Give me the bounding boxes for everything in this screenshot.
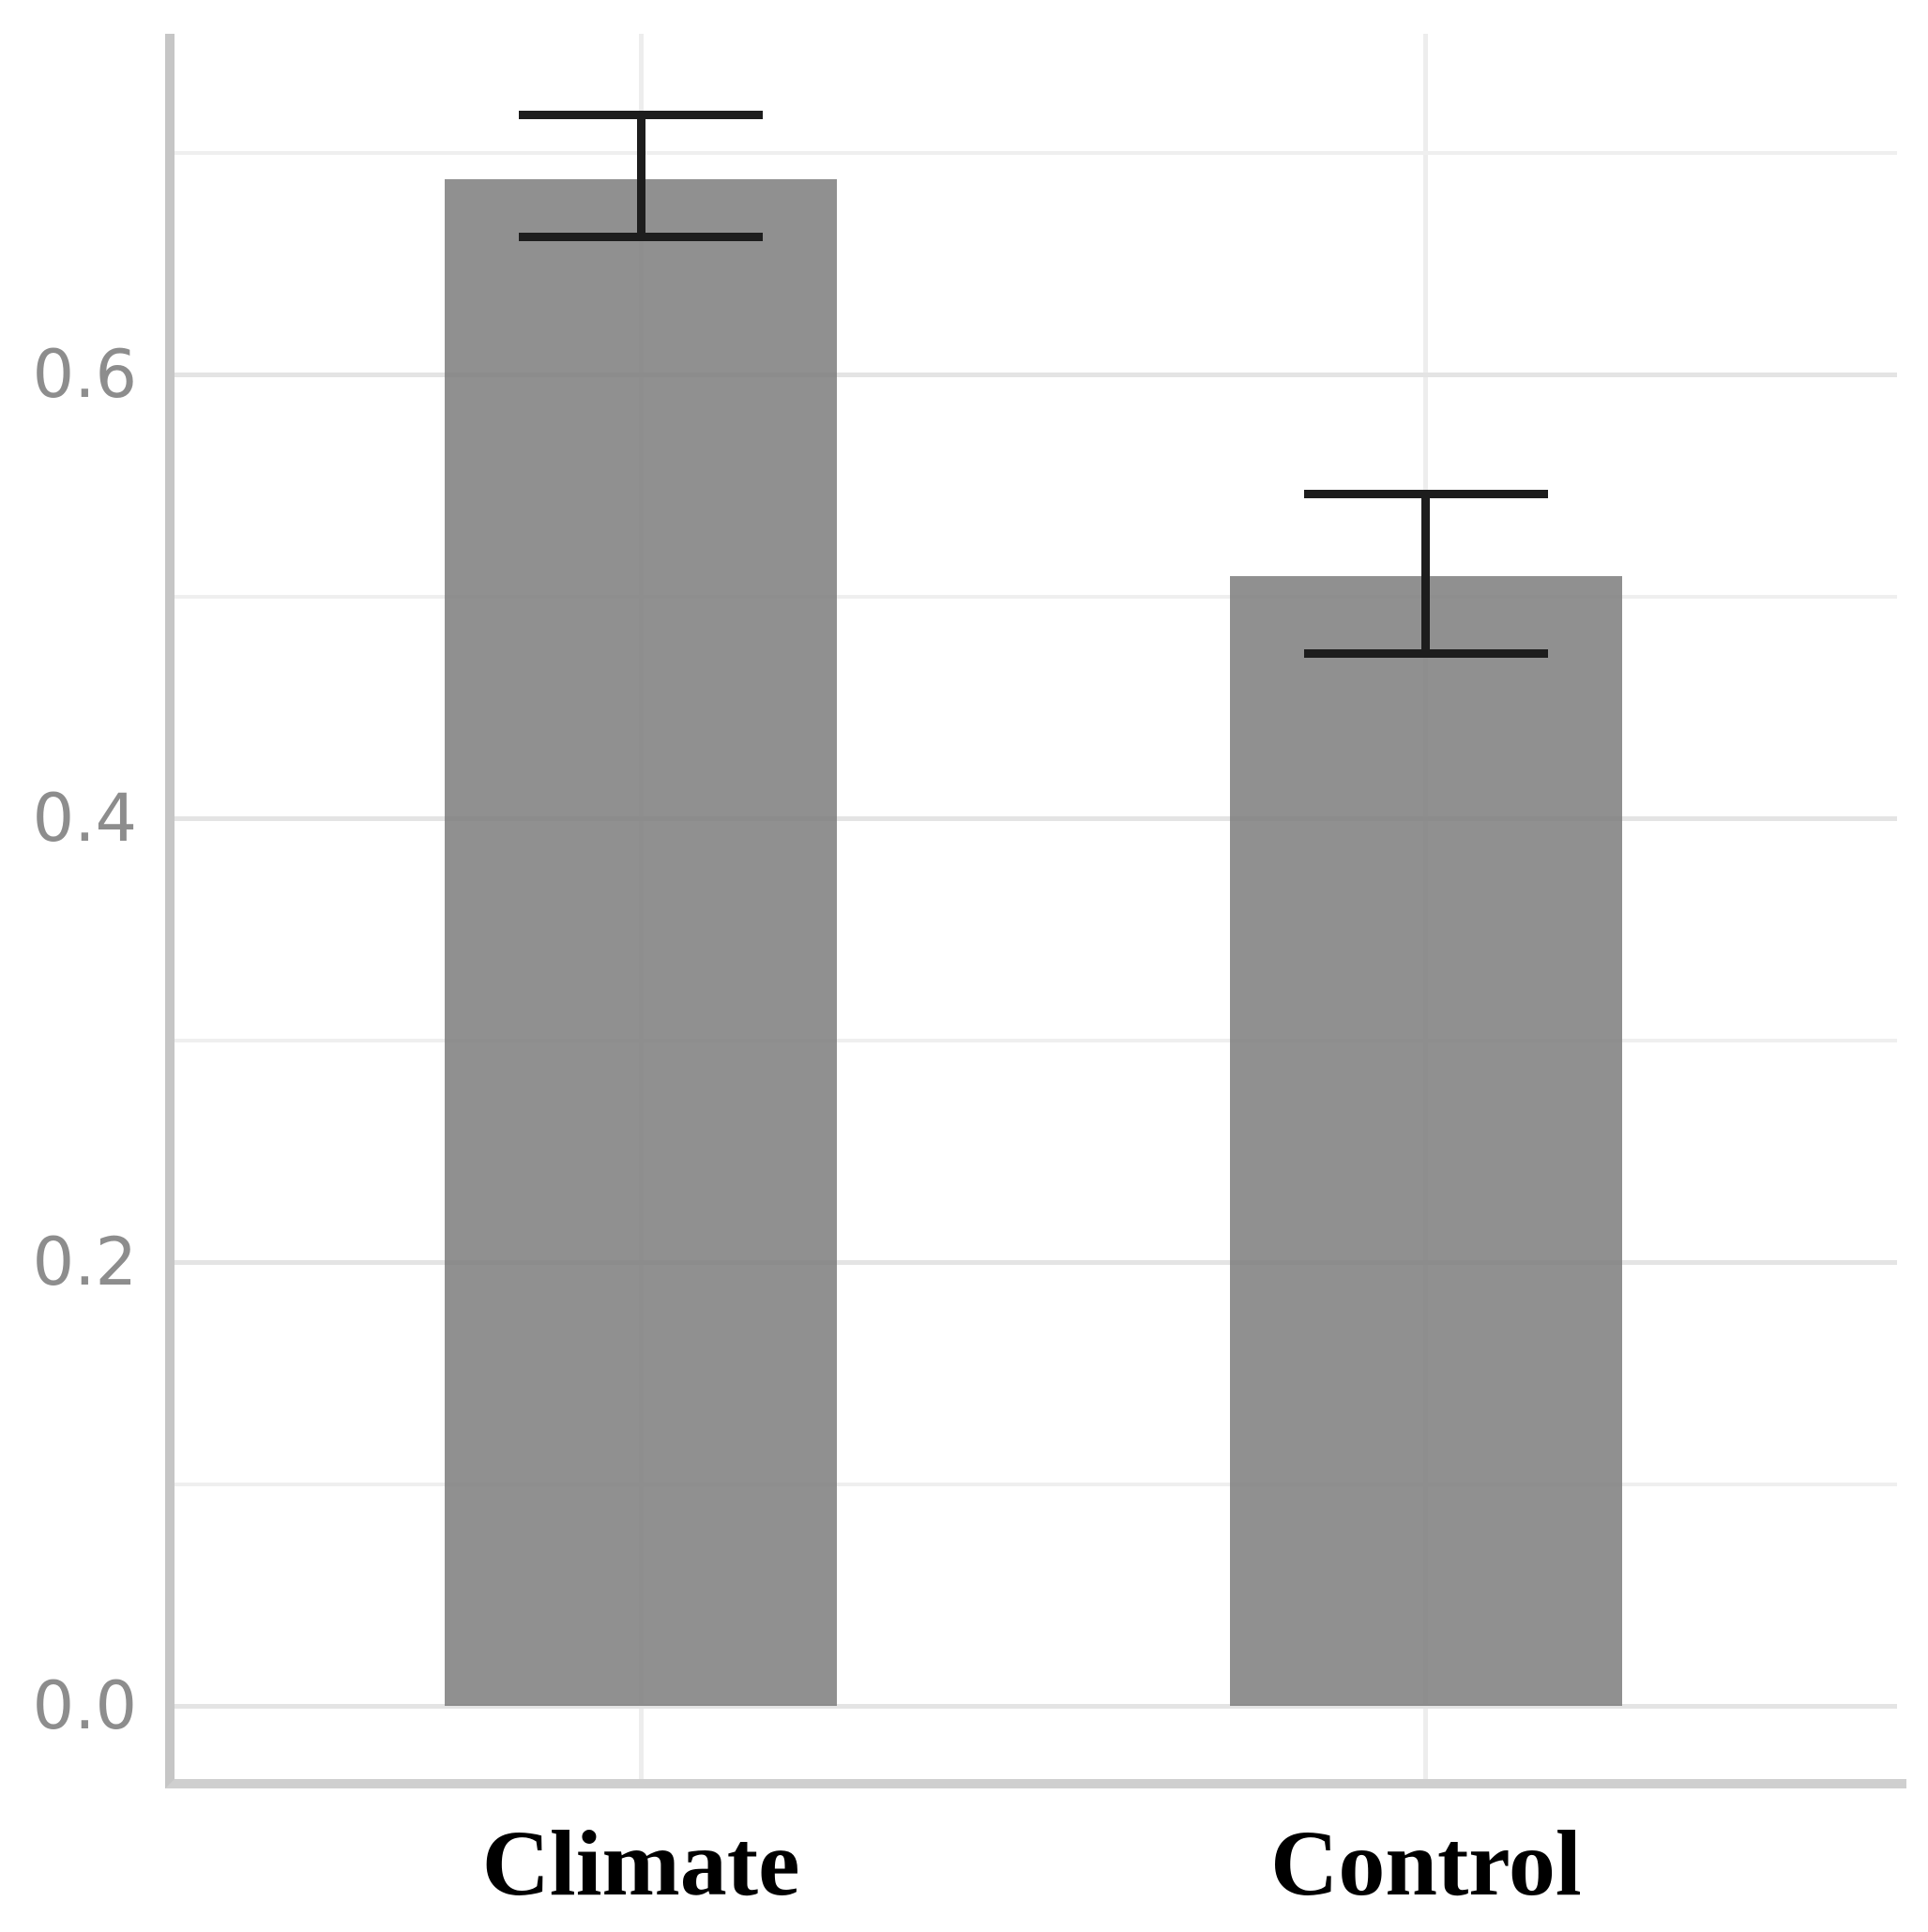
major-gridline-y-0.4	[175, 815, 1897, 821]
errorbar-cap-top-control	[1303, 490, 1548, 499]
minor-gridline-y-0.5	[175, 594, 1897, 599]
minor-gridline-y-0.1	[175, 1482, 1897, 1486]
minor-gridline-y-0.3	[175, 1038, 1897, 1042]
y-tick-label-0.4: 0.4	[32, 780, 137, 857]
y-tick-label-0.2: 0.2	[32, 1224, 137, 1301]
errorbar-cap-top-climate	[519, 110, 764, 119]
y-tick-label-0.0: 0.0	[32, 1667, 137, 1744]
errorbar-cap-bottom-control	[1303, 649, 1548, 659]
major-gridline-y-0.0	[175, 1703, 1897, 1709]
bar-climate	[444, 178, 838, 1706]
major-gridline-y-0.6	[175, 372, 1897, 377]
x-category-label-control: Control	[1270, 1811, 1582, 1915]
major-gridline-y-0.2	[175, 1259, 1897, 1265]
errorbar-cap-bottom-climate	[519, 232, 764, 241]
plot-panel-axes	[165, 34, 1906, 1788]
errorbar-whisker-control	[1421, 494, 1431, 654]
y-tick-label-0.6: 0.6	[32, 336, 137, 413]
x-category-label-climate: Climate	[481, 1811, 800, 1915]
bar-control	[1229, 576, 1623, 1706]
errorbar-whisker-climate	[636, 114, 645, 237]
minor-gridline-y-0.7	[175, 150, 1897, 155]
